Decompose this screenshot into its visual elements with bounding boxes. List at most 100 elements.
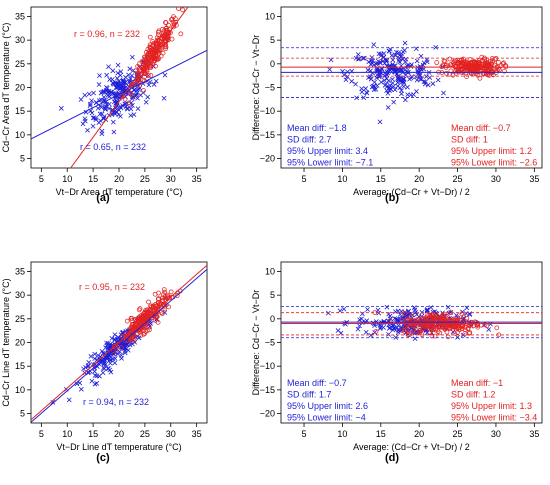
scatter-point — [159, 299, 165, 305]
x-tick-label: 30 — [166, 429, 176, 439]
panel-d: 5 10 15 20 25 30 35 10 5 0 −5 −10 −15 −20 Average: (Cd… — [251, 261, 543, 464]
scatter-point — [136, 307, 142, 313]
correlation-label-red: r = 0.96, n = 232 — [74, 29, 140, 39]
x-tick-label: 5 — [39, 174, 44, 184]
scatter-point — [154, 42, 159, 48]
scatter-point — [91, 115, 97, 121]
scatter-point — [118, 345, 124, 350]
x-tick-label: 30 — [166, 174, 176, 184]
y-tick-label: −20 — [260, 409, 275, 419]
scatter-point — [413, 74, 419, 80]
x-axis-label: Vt−Dr Line dT temperature (°C) — [56, 442, 181, 452]
scatter-point — [435, 77, 441, 83]
scatter-point — [393, 316, 399, 322]
scatter-point — [120, 103, 125, 108]
y-tick-label: −5 — [265, 83, 275, 93]
scatter-point — [120, 78, 126, 84]
scatter-point — [430, 311, 435, 317]
scatter-point — [123, 87, 129, 92]
scatter-point — [407, 76, 413, 82]
scatter-point — [372, 79, 377, 85]
scatter-point — [377, 326, 383, 331]
scatter-point — [87, 101, 93, 107]
scatter-point — [113, 105, 118, 111]
scatter-point — [372, 330, 378, 335]
stat-line-red: SD diff: 1 — [451, 135, 488, 145]
scatter-point — [349, 78, 355, 84]
correlation-label-blue: r = 0.65, n = 232 — [80, 142, 146, 152]
scatter-point — [146, 324, 152, 330]
scatter-point — [402, 97, 408, 103]
scatter-point — [325, 310, 331, 316]
scatter-point — [389, 53, 395, 58]
scatter-point — [165, 294, 170, 299]
y-tick-label: −5 — [265, 338, 275, 348]
scatter-point — [169, 16, 175, 22]
scatter-point — [421, 79, 427, 85]
scatter-point — [395, 83, 401, 89]
scatter-point — [152, 291, 158, 297]
scatter-point — [383, 82, 389, 87]
scatter-point — [93, 115, 99, 121]
regression-line-red — [70, 7, 189, 168]
scatter-point — [395, 317, 400, 322]
data-points — [281, 304, 542, 342]
scatter-point — [146, 327, 152, 333]
scatter-point — [390, 65, 396, 71]
x-tick-label: 5 — [302, 174, 307, 184]
x-tick-label: 20 — [414, 174, 424, 184]
x-axis-label: Average: (Cd−Cr + Vt−Dr) / 2 — [353, 187, 470, 197]
scatter-point — [488, 59, 493, 64]
stat-line-red: 95% Upper limit: 1.3 — [451, 401, 532, 411]
x-tick-label: 5 — [39, 429, 44, 439]
y-tick-label: 25 — [15, 314, 25, 324]
scatter-point — [384, 72, 390, 78]
data-points — [31, 264, 207, 423]
scatter-point — [131, 338, 137, 344]
x-tick-label: 35 — [192, 174, 202, 184]
scatter-point — [89, 110, 95, 116]
scatter-point — [106, 101, 112, 107]
scatter-point — [459, 64, 464, 69]
scatter-point — [110, 68, 116, 74]
scatter-point — [133, 93, 138, 99]
scatter-point — [430, 81, 436, 87]
scatter-point — [445, 304, 451, 310]
scatter-point — [480, 61, 486, 67]
scatter-point — [119, 82, 124, 88]
scatter-point — [488, 70, 494, 76]
scatter-point — [144, 56, 150, 61]
scatter-point — [50, 399, 56, 405]
scatter-point — [131, 112, 137, 117]
scatter-point — [391, 99, 397, 105]
scatter-point — [100, 370, 106, 376]
scatter-point — [402, 329, 408, 335]
y-tick-label: 10 — [265, 266, 275, 276]
scatter-point — [153, 53, 158, 59]
scatter-point — [355, 326, 361, 332]
scatter-point — [128, 76, 133, 82]
scatter-point — [143, 99, 149, 105]
scatter-point — [419, 332, 425, 338]
y-tick-label: 25 — [15, 59, 25, 69]
scatter-point — [111, 344, 117, 349]
scatter-point — [455, 329, 460, 335]
scatter-point — [150, 305, 155, 311]
scatter-point — [402, 47, 407, 53]
scatter-point — [124, 318, 130, 324]
x-tick-label: 15 — [88, 429, 98, 439]
scatter-point — [405, 92, 411, 98]
scatter-point — [461, 61, 467, 67]
scatter-point — [367, 74, 373, 80]
scatter-point — [363, 86, 369, 91]
scatter-point — [127, 326, 133, 331]
scatter-point — [405, 84, 410, 90]
scatter-point — [151, 47, 157, 53]
scatter-point — [376, 310, 382, 316]
scatter-point — [156, 28, 162, 34]
scatter-point — [496, 60, 501, 65]
scatter-point — [489, 68, 495, 74]
stat-line-red: Mean diff: −0.7 — [451, 123, 511, 133]
scatter-point — [142, 71, 147, 76]
